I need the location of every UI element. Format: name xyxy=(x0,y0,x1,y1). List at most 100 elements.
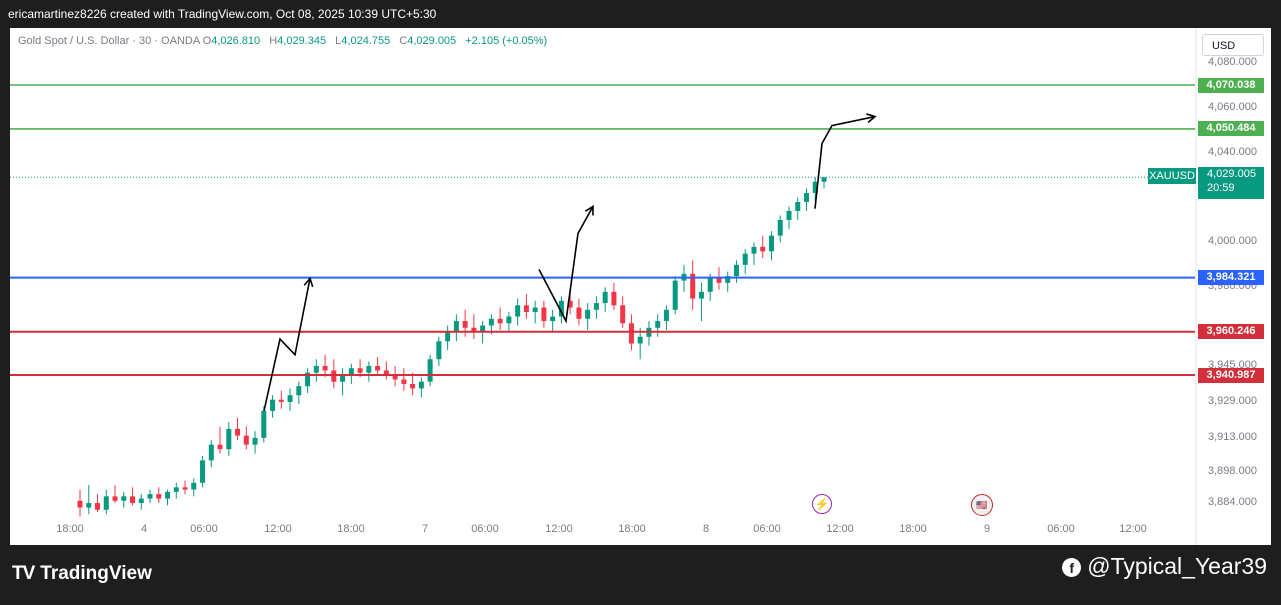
candle-body xyxy=(130,496,135,503)
open-label: O xyxy=(203,35,212,47)
candle-body xyxy=(401,379,406,383)
ticker-tag: XAUUSD xyxy=(1148,168,1196,184)
candle-body xyxy=(760,247,765,251)
currency-button[interactable]: USD xyxy=(1202,34,1264,56)
bar-countdown: 20:59 xyxy=(1198,181,1264,195)
chart-panel[interactable]: Gold Spot / U.S. Dollar · 30 · OANDA O4,… xyxy=(10,28,1271,545)
open-value: 4,026.810 xyxy=(211,35,260,47)
symbol-legend: Gold Spot / U.S. Dollar · 30 · OANDA O4,… xyxy=(18,35,553,47)
level-price-badge: 3,940.987 xyxy=(1198,368,1264,383)
candle-body xyxy=(95,503,100,510)
change-value: +2.105 (+0.05%) xyxy=(465,35,547,47)
facebook-icon: f xyxy=(1062,558,1081,577)
candle-body xyxy=(139,499,144,503)
high-label: H xyxy=(269,35,277,47)
candle-body xyxy=(419,382,424,389)
lightning-icon[interactable]: ⚡ xyxy=(812,494,832,514)
price-tick-label: 4,000.000 xyxy=(1208,235,1257,247)
candle-body xyxy=(113,496,118,500)
candle-body xyxy=(716,278,721,282)
candle-body xyxy=(436,341,441,359)
price-tick-label: 4,080.000 xyxy=(1208,56,1257,68)
time-tick-label: 8 xyxy=(703,523,709,535)
candle-body xyxy=(148,494,153,498)
candle-body xyxy=(209,445,214,461)
candle-body xyxy=(235,429,240,436)
us-flag-icon[interactable]: 🇺🇸 xyxy=(971,494,993,516)
candle-body xyxy=(498,319,503,323)
candle-body xyxy=(244,436,249,445)
candle-body xyxy=(550,317,555,321)
candle-body xyxy=(769,236,774,252)
time-tick-label: 12:00 xyxy=(826,523,854,535)
candle-body xyxy=(253,438,258,445)
candle-body xyxy=(463,321,468,328)
candle-body xyxy=(734,265,739,276)
candle-body xyxy=(655,321,660,328)
candle-body xyxy=(218,445,223,449)
candle-body xyxy=(314,366,319,373)
price-tick-label: 3,884.000 xyxy=(1208,496,1257,508)
candle-body xyxy=(506,317,511,324)
price-tick-label: 4,060.000 xyxy=(1208,101,1257,113)
current-price-badge: 4,029.005 20:59 xyxy=(1198,167,1264,199)
chart-header: ericamartinez8226 created with TradingVi… xyxy=(0,0,1281,28)
candle-body xyxy=(620,305,625,323)
candle-body xyxy=(200,460,205,482)
close-value: 4,029.005 xyxy=(407,35,456,47)
price-tick-label: 3,898.000 xyxy=(1208,465,1257,477)
price-tick-label: 3,929.000 xyxy=(1208,395,1257,407)
candle-body xyxy=(611,292,616,305)
time-tick-label: 18:00 xyxy=(618,523,646,535)
candle-body xyxy=(331,370,336,381)
low-value: 4,024.755 xyxy=(341,35,390,47)
candle-body xyxy=(524,305,529,312)
price-tick-label: 3,913.000 xyxy=(1208,431,1257,443)
time-tick-label: 4 xyxy=(141,523,147,535)
candle-body xyxy=(156,494,161,498)
tv-mark-icon: TV xyxy=(12,563,34,584)
candle-body xyxy=(708,278,713,291)
candle-body xyxy=(629,323,634,343)
price-tick-label: 4,040.000 xyxy=(1208,146,1257,158)
candle-body xyxy=(270,400,275,411)
current-price-value: 4,029.005 xyxy=(1198,167,1264,181)
candle-body xyxy=(78,501,83,508)
level-price-badge: 3,984.321 xyxy=(1198,270,1264,285)
candle-body xyxy=(594,303,599,310)
candle-body xyxy=(323,366,328,370)
candle-body xyxy=(822,177,827,181)
candle-body xyxy=(454,321,459,332)
candle-body xyxy=(121,496,126,500)
candle-body xyxy=(638,337,643,344)
candle-body xyxy=(288,395,293,402)
candle-body xyxy=(673,281,678,310)
candle-body xyxy=(533,308,538,312)
projection-arrow xyxy=(539,206,593,321)
symbol-name: Gold Spot / U.S. Dollar · 30 · OANDA xyxy=(18,35,200,47)
tradingview-logo[interactable]: TV TradingView xyxy=(12,563,152,585)
candle-body xyxy=(410,384,415,388)
candle-body xyxy=(445,332,450,341)
candle-body xyxy=(226,429,231,449)
candle-body xyxy=(786,211,791,220)
candle-body xyxy=(165,492,170,499)
time-tick-label: 12:00 xyxy=(1119,523,1147,535)
time-tick-label: 18:00 xyxy=(337,523,365,535)
time-tick-label: 06:00 xyxy=(753,523,781,535)
candle-body xyxy=(751,247,756,254)
time-tick-label: 06:00 xyxy=(1047,523,1075,535)
candle-body xyxy=(104,496,109,509)
time-tick-label: 18:00 xyxy=(899,523,927,535)
candle-body xyxy=(489,319,494,326)
candle-body xyxy=(375,366,380,370)
time-tick-label: 12:00 xyxy=(264,523,292,535)
time-tick-label: 06:00 xyxy=(471,523,499,535)
price-chart[interactable] xyxy=(10,28,1271,545)
candle-body xyxy=(86,503,91,507)
candle-body xyxy=(279,400,284,402)
time-tick-label: 18:00 xyxy=(56,523,84,535)
facebook-handle: f @Typical_Year39 xyxy=(1062,553,1267,580)
candle-body xyxy=(183,487,188,489)
time-tick-label: 12:00 xyxy=(545,523,573,535)
